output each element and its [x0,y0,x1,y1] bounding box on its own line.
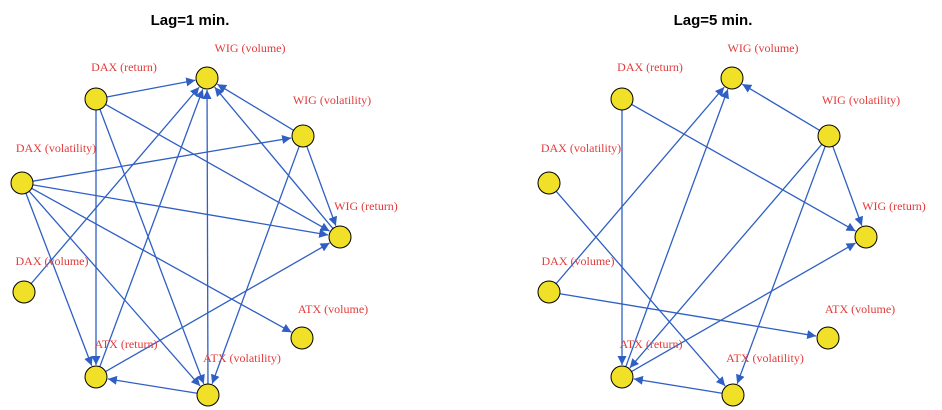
node-label-dax_return: DAX (return) [617,60,683,74]
panel-title: Lag=5 min. [674,12,753,29]
node-wig_volatility [291,124,315,148]
node-label-wig_volume: WIG (volume) [215,41,286,55]
panel-title: Lag=1 min. [151,12,230,29]
edge-dax_volatility-to-atx_volume [31,187,292,333]
node-label-dax_volume: DAX (volume) [542,254,615,268]
node-label-atx_return: ATX (return) [95,337,158,351]
edge-wig_volatility-to-atx_return [629,143,823,369]
edge-dax_volatility-to-wig_return [32,184,329,238]
edge-atx_volatility-to-atx_return [633,375,723,394]
node-label-atx_volatility: ATX (volatility) [726,351,804,365]
edge-dax_return-to-wig_volume [106,77,196,98]
node-label-atx_volume: ATX (volume) [825,302,895,316]
node-label-dax_return: DAX (return) [91,60,157,74]
edge-wig_volatility-to-wig_volume [216,83,294,131]
edge-dax_volume-to-atx_volume [559,293,817,340]
node-dax_return [84,87,108,111]
edge-dax_volatility-to-atx_volatility [28,190,201,387]
edge-wig_volatility-to-wig_return [306,146,338,226]
edge-atx_volatility-to-atx_return [107,375,198,394]
edge-atx_return-to-wig_return [105,242,330,373]
node-wig_volatility [817,124,841,148]
node-wig_return [854,225,878,249]
node-label-wig_volume: WIG (volume) [728,41,799,55]
node-dax_volatility [10,171,34,195]
panel-lag-5: Lag=5 min. WIG (volume) WIG (volatility) WI… [537,12,926,407]
edge-dax_return-to-wig_return [631,103,856,232]
node-wig_volume [720,66,744,90]
node-atx_volatility [196,383,220,407]
node-label-dax_volatility: DAX (volatility) [541,141,621,155]
edge-dax_volume-to-wig_volume [555,86,725,285]
edge-atx_return-to-wig_volume [625,89,729,367]
panel-lag-1: Lag=1 min. WIG (volume) WIG (volatility) WI… [10,12,398,407]
node-label-dax_volume: DAX (volume) [16,254,89,268]
edge-wig_volatility-to-atx_volatility [736,146,826,384]
node-dax_volatility [537,171,561,195]
edge-dax_volume-to-wig_volume [30,86,200,285]
node-atx_volatility [721,383,745,407]
node-label-wig_volatility: WIG (volatility) [293,93,371,107]
node-wig_volume [195,66,219,90]
edge-atx_volatility-to-wig_volume [202,89,212,385]
node-atx_return [610,365,634,389]
node-atx_volume [816,326,840,350]
node-label-atx_return: ATX (return) [620,337,683,351]
node-dax_return [610,87,634,111]
node-label-wig_volatility: WIG (volatility) [822,93,900,107]
edge-group [555,83,864,394]
node-label-atx_volume: ATX (volume) [298,302,368,316]
node-label-dax_volatility: DAX (volatility) [16,141,96,155]
node-label-wig_return: WIG (return) [334,199,398,213]
edge-wig_volatility-to-atx_volatility [211,146,300,384]
edge-wig_volatility-to-wig_return [832,146,864,226]
edge-dax_return-to-atx_volatility [99,109,205,385]
node-label-atx_volatility: ATX (volatility) [203,351,281,365]
node-wig_return [328,225,352,249]
edge-wig_return-to-wig_volume [214,86,334,229]
edge-wig_volatility-to-wig_volume [741,83,820,131]
node-dax_volume [12,280,36,304]
node-label-wig_return: WIG (return) [862,199,926,213]
node-atx_volume [290,326,314,350]
edge-group [25,77,338,394]
node-dax_volume [537,280,561,304]
edge-dax_volatility-to-atx_return [25,193,93,367]
node-atx_return [84,365,108,389]
edge-dax_volatility-to-wig_volatility [32,135,292,182]
edge-atx_return-to-wig_return [631,242,856,373]
edge-atx_return-to-wig_volume [99,89,204,367]
edge-dax_return-to-wig_return [105,103,330,232]
edge-dax_volatility-to-atx_volatility [555,190,726,387]
